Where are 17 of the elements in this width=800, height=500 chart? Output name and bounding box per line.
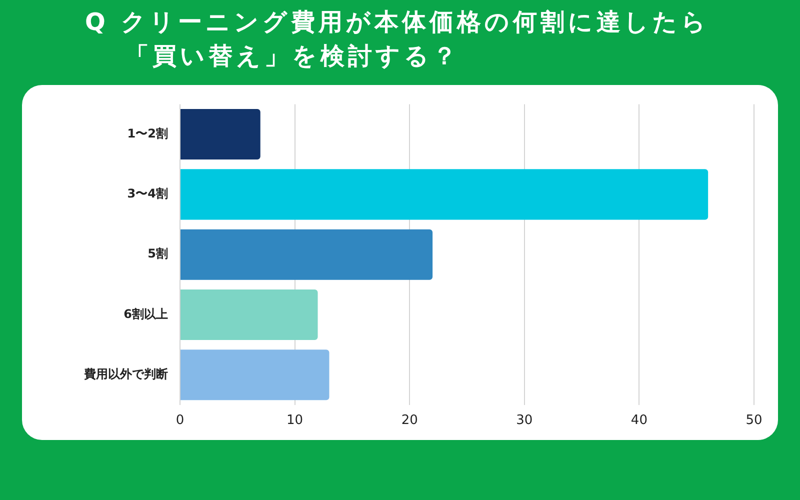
chart-title: Q クリーニング費用が本体価格の何割に達したら「買い替え」を検討する？	[85, 7, 710, 72]
y-tick-label: 6割以上	[124, 306, 168, 321]
bar	[180, 229, 433, 280]
bar	[180, 169, 708, 220]
x-tick-label: 10	[286, 413, 304, 428]
x-tick-label: 20	[401, 413, 418, 428]
y-tick-label: 1〜2割	[127, 126, 168, 140]
y-tick-label: 5割	[148, 246, 168, 261]
y-tick-label: 費用以外で判断	[83, 367, 168, 382]
bar	[180, 289, 318, 340]
x-tick-label: 30	[516, 413, 533, 428]
y-tick-label: 3〜4割	[127, 186, 168, 201]
bar	[180, 350, 330, 400]
x-tick-label: 50	[746, 413, 762, 428]
bar	[180, 109, 260, 160]
x-tick-label: 40	[630, 413, 648, 428]
x-tick-label: 0	[176, 413, 184, 428]
